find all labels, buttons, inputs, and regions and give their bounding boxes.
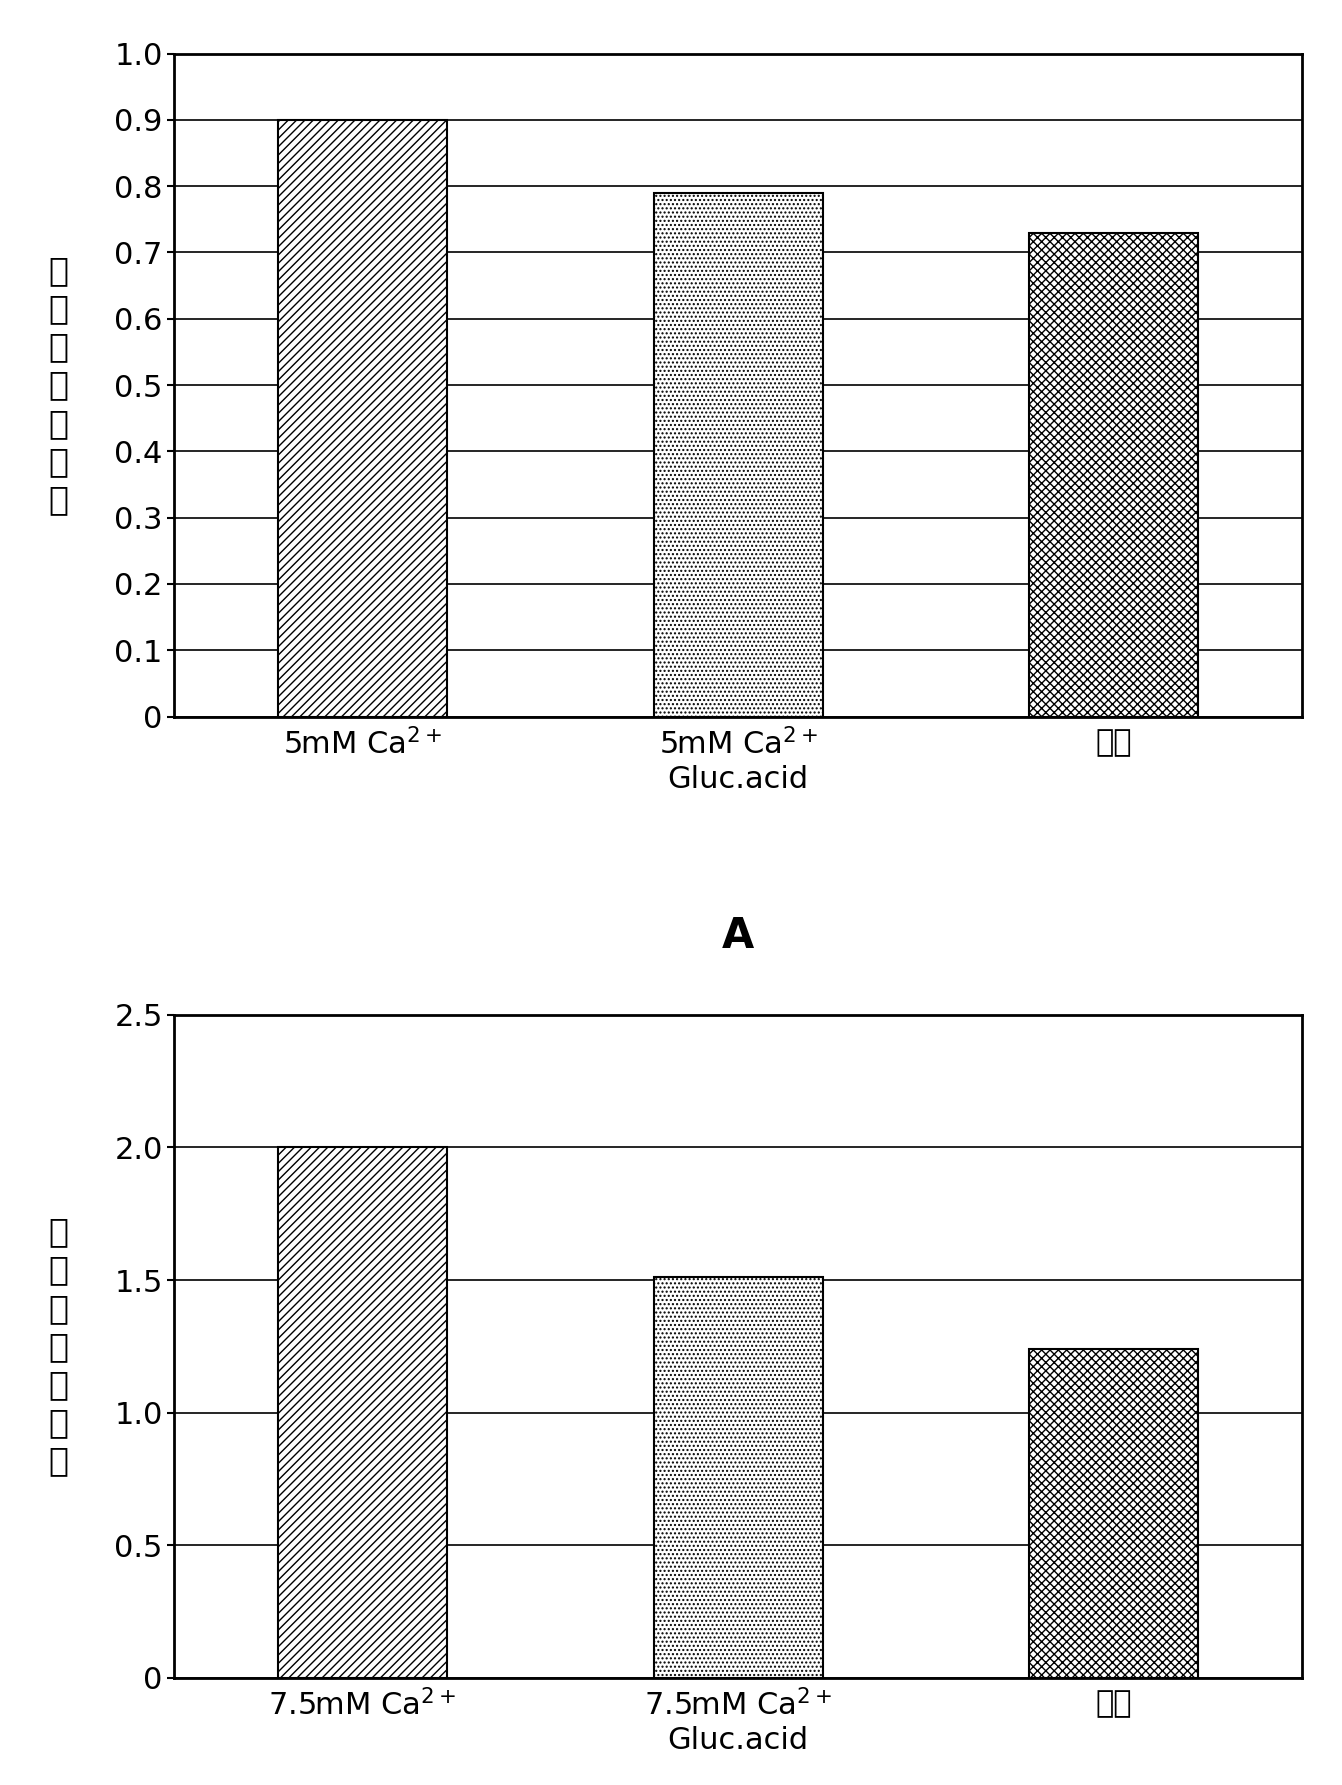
Bar [654,1278,823,1678]
Bar [1029,1349,1198,1678]
Bar [654,193,823,716]
Y-axis label: 花
生
四
烯
酸
放
出: 花 生 四 烯 酸 放 出 [48,1216,68,1478]
Y-axis label: 花
生
四
烯
酸
放
出: 花 生 四 烯 酸 放 出 [48,253,68,516]
Text: A: A [722,916,754,957]
Bar [1029,232,1198,716]
Bar [278,1148,447,1678]
Bar [278,120,447,716]
